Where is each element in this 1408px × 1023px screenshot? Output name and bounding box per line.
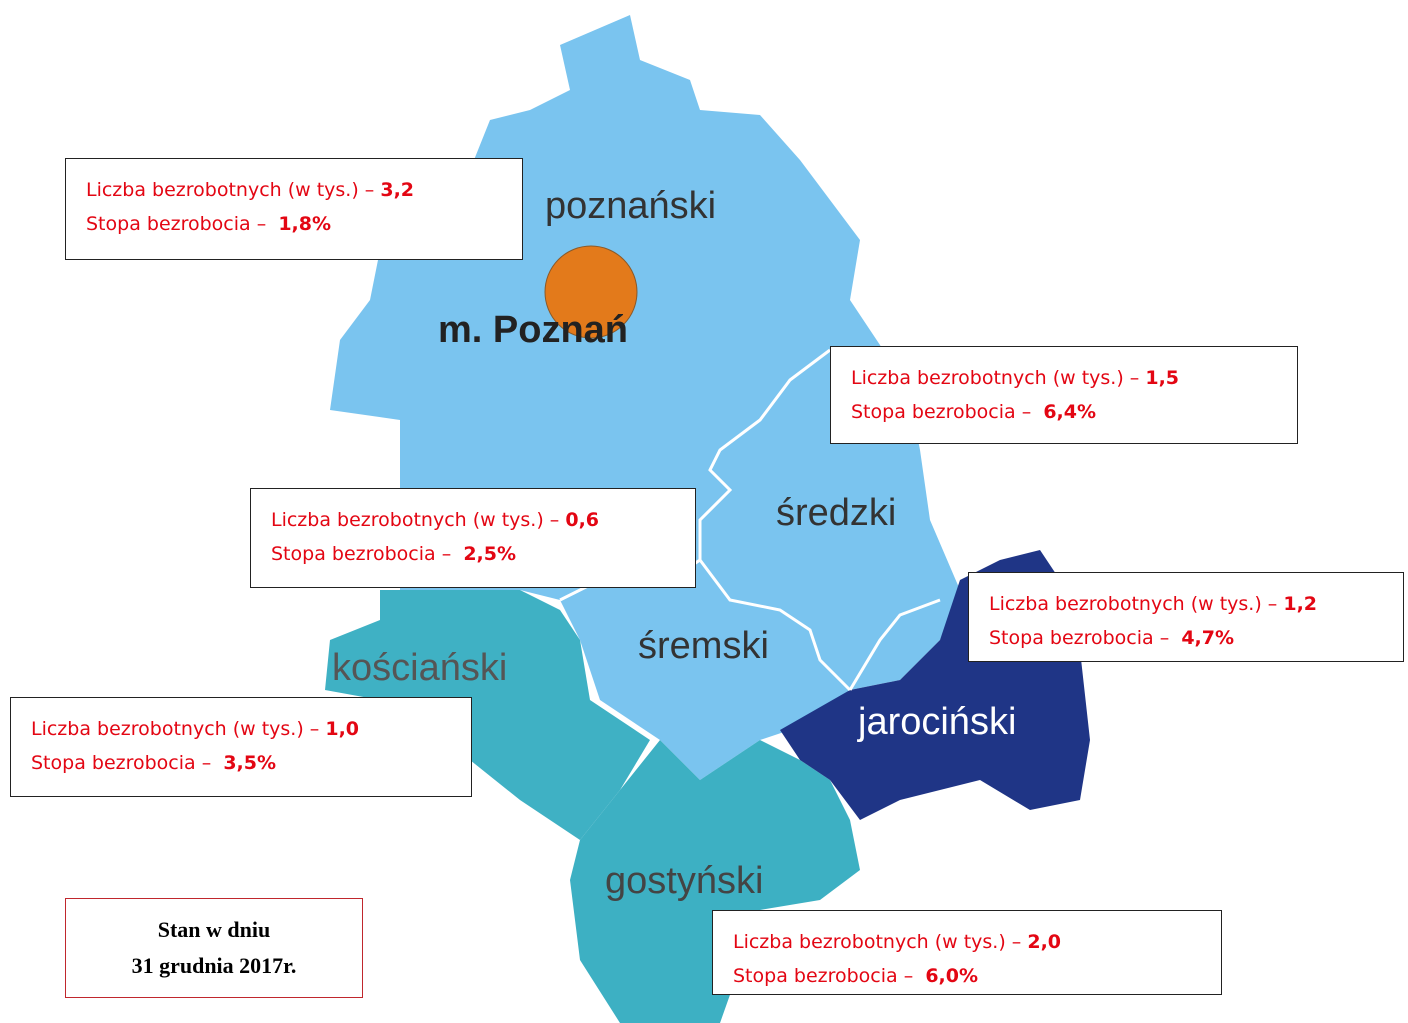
rate-line: Stopa bezrobocia – 6,4% — [851, 395, 1297, 429]
count-label: Liczba bezrobotnych (w tys.) – — [733, 931, 1022, 953]
rate-label: Stopa bezrobocia – — [989, 627, 1170, 649]
info-box: Liczba bezrobotnych (w tys.) – 3,2 Stopa… — [65, 158, 523, 260]
count-value: 2,0 — [1027, 931, 1062, 953]
info-box: Liczba bezrobotnych (w tys.) – 2,0 Stopa… — [712, 910, 1222, 995]
rate-value: 4,7% — [1181, 627, 1235, 649]
count-line: Liczba bezrobotnych (w tys.) – 3,2 — [86, 173, 522, 207]
count-label: Liczba bezrobotnych (w tys.) – — [86, 179, 375, 201]
count-value: 1,5 — [1145, 367, 1180, 389]
border — [698, 348, 852, 692]
region-label: gostyński — [605, 860, 763, 902]
rate-value: 2,5% — [463, 543, 517, 565]
region-gostynski — [570, 740, 860, 1023]
note-line: Stan w dniu — [157, 917, 271, 942]
count-label: Liczba bezrobotnych (w tys.) – — [989, 593, 1278, 615]
region-label: kościański — [332, 647, 507, 689]
region-label: poznański — [545, 185, 716, 227]
rate-line: Stopa bezrobocia – 6,0% — [733, 959, 1221, 993]
region-label: śremski — [638, 625, 769, 667]
rate-value: 3,5% — [223, 752, 277, 774]
region-label: średzki — [776, 492, 896, 534]
rate-value: 6,4% — [1043, 401, 1097, 423]
count-line: Liczba bezrobotnych (w tys.) – 1,2 — [989, 587, 1403, 621]
rate-line: Stopa bezrobocia – 3,5% — [31, 746, 471, 780]
rate-label: Stopa bezrobocia – — [733, 965, 914, 987]
count-value: 0,6 — [565, 509, 600, 531]
city-marker — [544, 245, 638, 339]
count-label: Liczba bezrobotnych (w tys.) – — [271, 509, 560, 531]
rate-value: 1,8% — [278, 213, 332, 235]
count-line: Liczba bezrobotnych (w tys.) – 1,5 — [851, 361, 1297, 395]
count-value: 1,2 — [1283, 593, 1318, 615]
count-line: Liczba bezrobotnych (w tys.) – 0,6 — [271, 503, 695, 537]
count-label: Liczba bezrobotnych (w tys.) – — [851, 367, 1140, 389]
region-label: jarociński — [857, 701, 1016, 743]
rate-line: Stopa bezrobocia – 4,7% — [989, 621, 1403, 655]
city-label: m. Poznań — [438, 309, 628, 351]
count-value: 1,0 — [325, 718, 360, 740]
rate-line: Stopa bezrobocia – 1,8% — [86, 207, 522, 241]
info-box: Liczba bezrobotnych (w tys.) – 1,0 Stopa… — [10, 697, 472, 797]
date-note: Stan w dniu 31 grudnia 2017r. — [65, 898, 363, 998]
info-box: Liczba bezrobotnych (w tys.) – 1,2 Stopa… — [968, 572, 1404, 662]
count-line: Liczba bezrobotnych (w tys.) – 1,0 — [31, 712, 471, 746]
info-box: Liczba bezrobotnych (w tys.) – 1,5 Stopa… — [830, 346, 1298, 444]
rate-label: Stopa bezrobocia – — [851, 401, 1032, 423]
rate-label: Stopa bezrobocia – — [271, 543, 452, 565]
rate-value: 6,0% — [925, 965, 979, 987]
rate-label: Stopa bezrobocia – — [31, 752, 212, 774]
info-box: Liczba bezrobotnych (w tys.) – 0,6 Stopa… — [250, 488, 696, 588]
count-value: 3,2 — [380, 179, 415, 201]
rate-label: Stopa bezrobocia – — [86, 213, 267, 235]
region-koscianski — [325, 590, 650, 840]
border — [848, 598, 941, 691]
note-line: 31 grudnia 2017r. — [131, 953, 297, 978]
count-label: Liczba bezrobotnych (w tys.) – — [31, 718, 320, 740]
rate-line: Stopa bezrobocia – 2,5% — [271, 537, 695, 571]
count-line: Liczba bezrobotnych (w tys.) – 2,0 — [733, 925, 1221, 959]
